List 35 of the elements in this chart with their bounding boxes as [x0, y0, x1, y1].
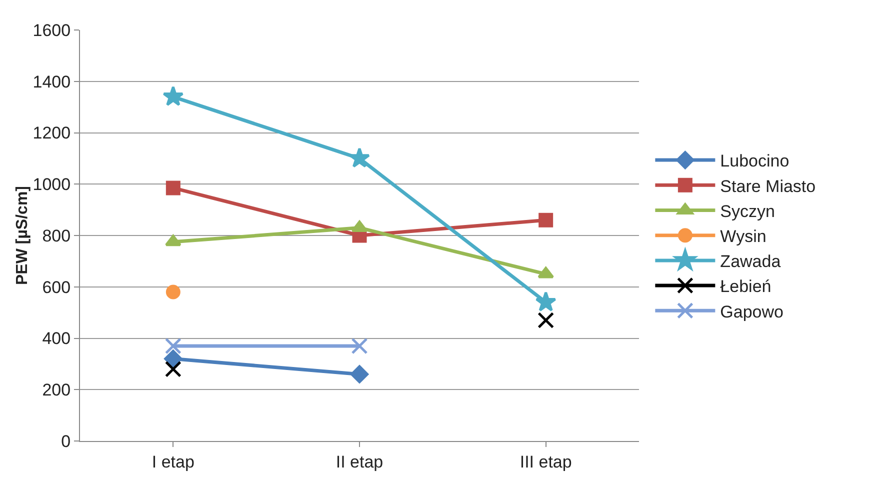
y-tick-label: 0 [61, 432, 71, 451]
point [351, 338, 368, 354]
legend-label: Stare Miasto [720, 176, 816, 196]
legend-label: Gapowo [720, 302, 784, 322]
point [351, 220, 368, 232]
point [164, 234, 182, 246]
x-tick-label: II etap [336, 452, 384, 472]
point [535, 291, 556, 312]
point [348, 147, 370, 168]
x-tick-label: III etap [520, 452, 572, 472]
y-tick-label: 1400 [32, 72, 71, 92]
legend-label: Zawada [720, 252, 782, 272]
y-axis-title: PEW [µS/cm] [14, 186, 31, 286]
legend-label: Syczyn [720, 202, 775, 221]
y-tick-label: 1200 [32, 124, 71, 143]
point [164, 360, 182, 378]
point [350, 365, 369, 384]
x-tick-label: I etap [152, 452, 194, 472]
point [164, 350, 182, 368]
point [162, 86, 184, 106]
point [538, 212, 554, 228]
point [166, 284, 180, 300]
legend-label: Wysin [720, 226, 766, 246]
point [164, 338, 182, 354]
legend-label: Lubocino [720, 152, 790, 171]
y-tick-label: 800 [42, 226, 71, 246]
legend-label: Łebień [720, 277, 772, 296]
point [166, 180, 180, 196]
y-tick-label: 1000 [32, 175, 71, 194]
y-tick-label: 600 [42, 278, 71, 297]
y-tick-label: 400 [42, 329, 71, 348]
y-tick-label: 1600 [32, 20, 71, 40]
y-tick-label: 200 [42, 380, 71, 400]
point [538, 266, 554, 278]
point [538, 312, 554, 329]
